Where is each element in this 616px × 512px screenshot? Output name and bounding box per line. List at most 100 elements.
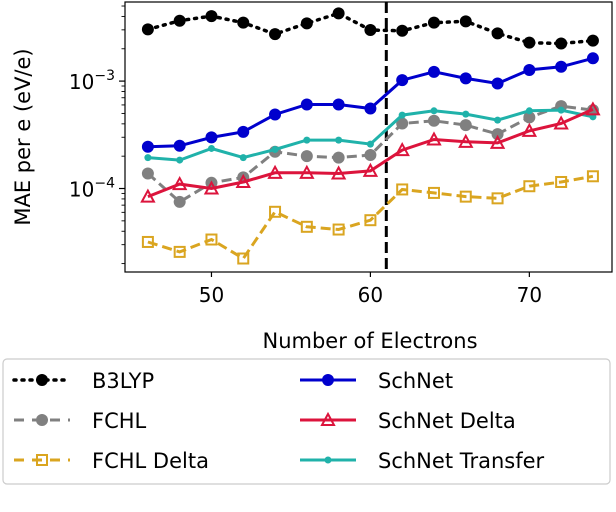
- data-point: [430, 107, 438, 115]
- data-point: [586, 170, 599, 183]
- data-point: [239, 154, 247, 162]
- legend-item: SchNet Transfer: [300, 449, 545, 473]
- data-point: [237, 125, 250, 138]
- data-point: [300, 220, 313, 233]
- data-point: [205, 131, 218, 144]
- data-point: [140, 188, 156, 203]
- data-point: [205, 233, 218, 246]
- legend-item: SchNet: [300, 369, 453, 393]
- series-line: [147, 174, 594, 261]
- data-point: [555, 175, 568, 188]
- data-point: [269, 205, 282, 218]
- data-point: [523, 36, 536, 49]
- legend-item: FCHL Delta: [14, 449, 209, 473]
- data-point: [362, 162, 379, 177]
- data-point: [203, 180, 220, 195]
- data-point: [459, 190, 472, 203]
- x-tick-label: 50: [199, 283, 224, 307]
- data-point: [585, 101, 601, 116]
- data-point: [269, 28, 282, 41]
- data-point: [364, 102, 377, 115]
- data-point: [523, 111, 536, 124]
- data-point: [427, 65, 440, 78]
- data-point: [303, 136, 311, 144]
- data-point: [553, 115, 569, 130]
- data-point: [299, 164, 315, 179]
- data-point: [300, 17, 313, 30]
- data-point: [491, 128, 504, 141]
- series-b3lyp: [141, 7, 599, 50]
- data-point: [523, 180, 536, 193]
- data-point: [36, 414, 48, 426]
- data-point: [491, 27, 504, 40]
- data-point: [300, 150, 313, 163]
- data-point: [366, 140, 374, 148]
- series-fchl-delta: [141, 170, 599, 265]
- data-point: [324, 456, 332, 464]
- data-point: [144, 154, 152, 162]
- data-point: [489, 134, 506, 149]
- plot-area: [140, 2, 601, 272]
- data-point: [427, 114, 440, 127]
- data-point: [398, 111, 406, 119]
- data-point: [335, 136, 343, 144]
- data-point: [237, 16, 250, 29]
- data-point: [459, 119, 472, 132]
- y-axis-label: MAE per e (eV/e): [11, 48, 35, 225]
- data-point: [332, 7, 345, 20]
- data-point: [491, 192, 504, 205]
- data-point: [396, 117, 409, 130]
- data-point: [427, 16, 440, 29]
- data-point: [525, 107, 533, 115]
- data-point: [521, 122, 538, 137]
- data-point: [491, 77, 504, 90]
- data-point: [523, 63, 536, 76]
- data-point: [459, 15, 472, 28]
- data-point: [269, 108, 282, 121]
- legend-item: FCHL: [14, 409, 147, 433]
- data-point: [462, 110, 470, 118]
- data-point: [300, 98, 313, 111]
- data-point: [322, 374, 334, 386]
- y-tick-label: 10−4: [69, 176, 115, 202]
- data-point: [332, 98, 345, 111]
- data-point: [271, 145, 279, 153]
- data-point: [332, 151, 345, 164]
- x-tick-label: 60: [358, 283, 383, 307]
- data-point: [205, 10, 218, 23]
- data-point: [555, 37, 568, 50]
- data-point: [458, 133, 474, 148]
- legend-label: SchNet: [378, 369, 453, 393]
- legend-item: SchNet Delta: [300, 409, 516, 433]
- data-point: [396, 24, 409, 37]
- data-point: [36, 374, 48, 386]
- data-point: [364, 24, 377, 37]
- data-point: [459, 72, 472, 85]
- axes: 50 60 70 10−4 10−3: [69, 5, 542, 307]
- series-schnet-delta: [140, 101, 601, 203]
- data-point: [176, 156, 184, 164]
- legend-label: B3LYP: [92, 369, 154, 393]
- data-point: [494, 116, 502, 124]
- series-schnet: [141, 52, 599, 153]
- data-point: [330, 165, 347, 180]
- data-point: [36, 454, 48, 466]
- x-tick-label: 70: [517, 283, 542, 307]
- data-point: [586, 52, 599, 65]
- series-fchl: [141, 100, 599, 208]
- x-axis-label: Number of Electrons: [262, 329, 477, 353]
- data-point: [171, 175, 188, 191]
- series-line: [147, 108, 594, 198]
- legend-label: SchNet Transfer: [378, 449, 545, 473]
- data-point: [173, 195, 186, 208]
- data-point: [364, 149, 377, 162]
- legend-label: FCHL: [92, 409, 147, 433]
- legend: B3LYP FCHL FCHL Delta SchNet SchNet Delta Sch…: [2, 358, 611, 485]
- data-point: [173, 139, 186, 152]
- data-point: [237, 252, 250, 265]
- data-point: [173, 245, 186, 258]
- data-point: [426, 131, 442, 146]
- data-point: [364, 214, 377, 227]
- data-point: [173, 14, 186, 27]
